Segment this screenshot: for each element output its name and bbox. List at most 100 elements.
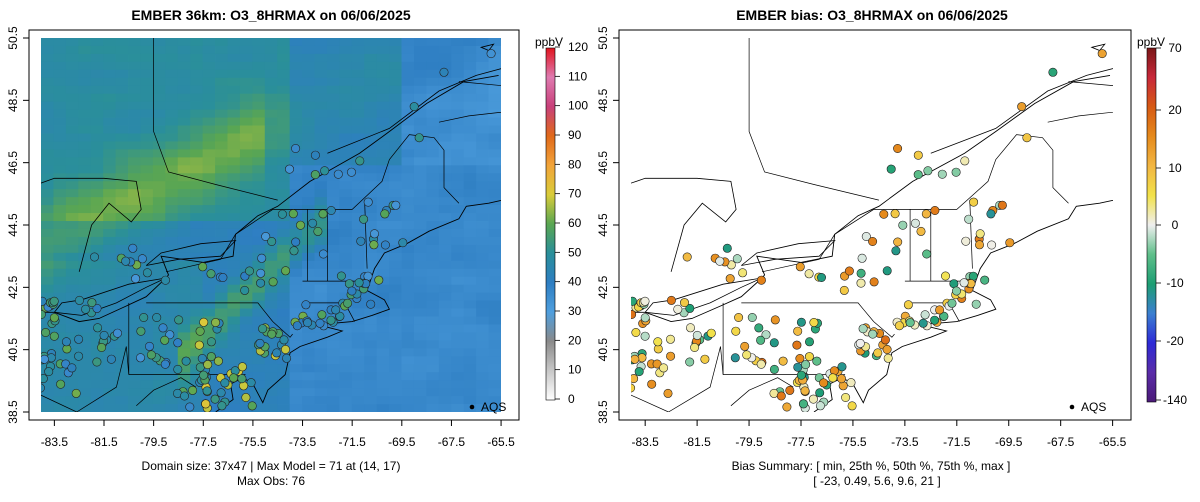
heatmap-cell (476, 308, 489, 317)
bias-site (975, 229, 985, 239)
bias-site (937, 169, 947, 179)
heatmap-cell (90, 101, 104, 111)
heatmap-cell (326, 236, 340, 246)
heatmap-cell (314, 236, 328, 246)
heatmap-cell (115, 332, 129, 341)
heatmap-cell (53, 372, 67, 381)
bias-site (738, 268, 748, 278)
state-border (748, 38, 879, 201)
heatmap-cell (277, 101, 291, 111)
heatmap-cell (103, 396, 116, 405)
obs-site (257, 253, 267, 263)
heatmap-cell (165, 308, 179, 317)
heatmap-cell (289, 117, 303, 126)
bias-site (898, 220, 908, 230)
obs-site (131, 274, 141, 284)
heatmap-cell (41, 181, 54, 190)
heatmap-cell (78, 388, 92, 397)
obs-site (241, 392, 251, 402)
bias-site (891, 246, 901, 256)
heatmap-cell (227, 221, 241, 230)
heatmap-cell (302, 125, 315, 134)
heatmap-cell (401, 45, 415, 55)
heatmap-cell (463, 221, 477, 230)
heatmap-cell (177, 332, 191, 341)
heatmap-cell (152, 348, 166, 357)
bias-site (685, 303, 695, 313)
heatmap-cell (376, 228, 390, 238)
heatmap-cell (426, 228, 440, 238)
heatmap-cell (326, 244, 340, 254)
heatmap-cell (190, 173, 204, 182)
heatmap-cell (476, 252, 489, 262)
heatmap-cell (326, 221, 340, 230)
heatmap-cell (152, 372, 166, 381)
heatmap-cell (326, 165, 340, 174)
heatmap-cell (41, 38, 54, 47)
heatmap-cell (128, 69, 141, 79)
heatmap-cell (339, 284, 353, 294)
heatmap-cell (339, 117, 353, 126)
obs-site (165, 330, 175, 340)
heatmap-cell (426, 284, 440, 294)
heatmap-cell (264, 340, 278, 349)
heatmap-cell (140, 165, 154, 174)
heatmap-cell (451, 93, 465, 103)
heatmap-cell (115, 276, 129, 286)
heatmap-cell (389, 221, 402, 230)
heatmap-cell (165, 125, 179, 134)
state-border (153, 38, 278, 201)
heatmap-cell (103, 404, 116, 412)
heatmap-cell (65, 197, 79, 206)
heatmap-cell (152, 260, 166, 270)
heatmap-cell (376, 85, 390, 95)
heatmap-cell (78, 197, 92, 206)
heatmap-cell (239, 53, 253, 63)
heatmap-cell (202, 85, 216, 95)
heatmap-cell (140, 324, 154, 333)
state-border (1047, 111, 1113, 123)
heatmap-cell (413, 61, 427, 71)
x-tick-label: -65.5 (487, 435, 515, 449)
obs-site (356, 236, 366, 246)
heatmap-cell (451, 205, 465, 214)
heatmap-cell (451, 53, 465, 63)
heatmap-cell (128, 101, 141, 111)
heatmap-cell (476, 53, 489, 63)
heatmap-cell (128, 213, 141, 222)
bias-site (754, 323, 764, 333)
heatmap-cell (277, 364, 291, 373)
heatmap-cell (488, 125, 501, 134)
heatmap-cell (302, 77, 315, 87)
heatmap-cell (90, 205, 104, 214)
heatmap-cell (78, 356, 92, 365)
heatmap-cell (476, 260, 489, 270)
heatmap-cell (140, 284, 154, 294)
heatmap-cell (239, 117, 253, 126)
heatmap-cell (476, 117, 489, 126)
heatmap-cell (165, 244, 179, 254)
heatmap-cell (128, 109, 141, 118)
heatmap-cell (252, 228, 266, 238)
heatmap-cell (302, 348, 315, 357)
heatmap-cell (401, 340, 415, 349)
bias-site (879, 209, 889, 219)
heatmap-cell (90, 221, 104, 230)
lake-shore (741, 240, 836, 266)
heatmap-cell (488, 260, 501, 270)
heatmap-cell (264, 157, 278, 166)
heatmap-cell (463, 141, 477, 150)
x-tick-label: -75.5 (239, 435, 267, 449)
heatmap-cell (376, 181, 390, 190)
obs-site (49, 313, 59, 323)
heatmap-cell (165, 85, 179, 95)
heatmap-cell (476, 45, 489, 55)
heatmap-cell (152, 117, 166, 126)
heatmap-cell (426, 69, 440, 79)
heatmap-cell (115, 364, 129, 373)
heatmap-cell (339, 38, 353, 47)
x-tick-label: -71.5 (943, 435, 971, 449)
bias-site (930, 206, 940, 216)
bias-site (808, 394, 818, 404)
heatmap-cell (389, 300, 402, 309)
